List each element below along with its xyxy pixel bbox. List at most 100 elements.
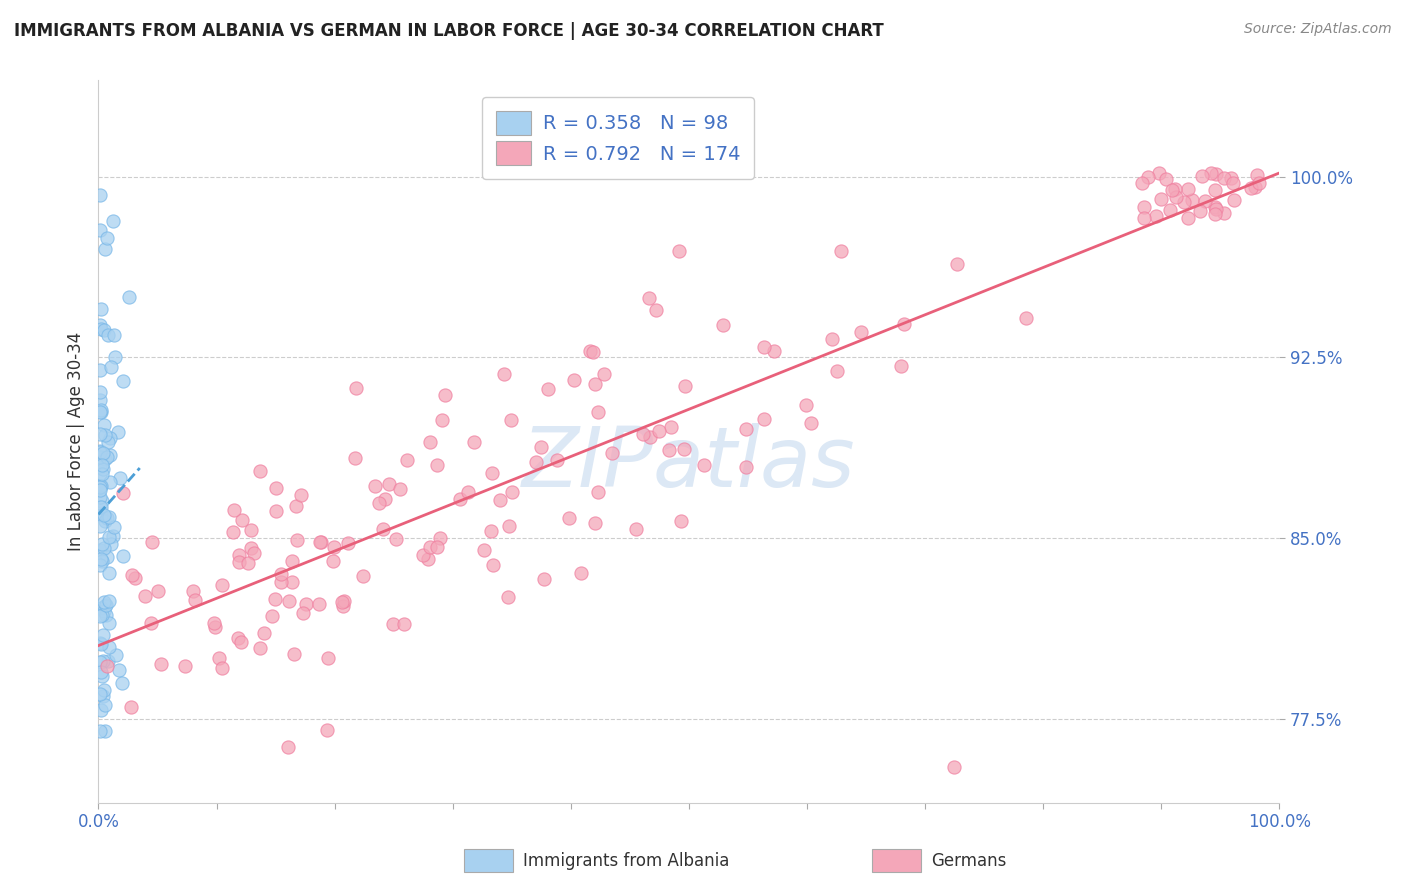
Legend: R = 0.358   N = 98, R = 0.792   N = 174: R = 0.358 N = 98, R = 0.792 N = 174 <box>482 97 754 178</box>
Point <box>1243 180 1265 194</box>
Point <box>96 659 118 673</box>
Point <box>264 591 287 606</box>
Point <box>482 558 505 572</box>
Point <box>322 554 344 568</box>
Point <box>558 511 581 525</box>
Point <box>91 445 114 459</box>
Point <box>184 592 207 607</box>
Point <box>284 499 307 513</box>
Point <box>524 455 547 469</box>
Point <box>112 549 135 563</box>
Point <box>97 566 120 581</box>
Point <box>146 584 169 599</box>
Point <box>94 723 117 738</box>
Point <box>94 242 117 256</box>
Point <box>93 595 115 609</box>
Point <box>90 405 112 419</box>
Point <box>1149 165 1171 179</box>
Point <box>1188 204 1211 219</box>
Point <box>94 452 117 467</box>
Point <box>91 462 114 476</box>
Point <box>89 187 111 202</box>
Point <box>1204 207 1226 221</box>
Point <box>800 416 823 430</box>
Point <box>1201 166 1223 180</box>
Point <box>91 554 114 568</box>
Point <box>501 485 523 500</box>
Point <box>457 484 479 499</box>
Point <box>211 578 233 592</box>
Point <box>104 350 127 364</box>
Point <box>94 514 117 528</box>
Point <box>103 328 125 343</box>
Point <box>222 503 245 517</box>
Point <box>426 458 449 472</box>
Point <box>794 398 817 412</box>
Point <box>211 661 233 675</box>
Point <box>498 518 520 533</box>
Point <box>93 508 115 522</box>
Point <box>1137 169 1160 184</box>
Point <box>240 541 263 556</box>
Point <box>91 458 114 472</box>
Point <box>373 522 395 536</box>
Point <box>112 374 135 388</box>
Point <box>121 568 143 582</box>
Point <box>344 380 367 394</box>
Point <box>311 534 333 549</box>
Point <box>1149 192 1171 206</box>
Point <box>90 703 112 717</box>
Point <box>96 511 118 525</box>
Point <box>1166 190 1188 204</box>
Point <box>105 648 128 662</box>
Point <box>281 574 304 589</box>
Point <box>581 345 603 359</box>
Point <box>499 413 522 427</box>
Point <box>97 435 120 450</box>
Point <box>463 434 485 449</box>
Point <box>98 616 121 631</box>
Y-axis label: In Labor Force | Age 30-34: In Labor Force | Age 30-34 <box>66 332 84 551</box>
Point <box>228 548 250 562</box>
Point <box>91 689 114 703</box>
Point <box>97 654 120 668</box>
Point <box>89 318 111 333</box>
Point <box>754 340 776 354</box>
Point <box>1130 177 1153 191</box>
Point <box>492 367 515 381</box>
Point <box>101 529 124 543</box>
Point <box>316 650 339 665</box>
Point <box>763 343 786 358</box>
Point <box>173 659 195 673</box>
Point <box>89 479 111 493</box>
Point <box>262 608 284 623</box>
Point <box>107 425 129 439</box>
Point <box>830 244 852 258</box>
Point <box>1213 171 1236 186</box>
Point <box>229 634 252 648</box>
Point <box>228 632 250 646</box>
Point <box>394 617 416 632</box>
Point <box>332 593 354 607</box>
Point <box>644 303 666 318</box>
Point <box>292 606 315 620</box>
Point <box>90 500 112 515</box>
Text: Source: ZipAtlas.com: Source: ZipAtlas.com <box>1244 22 1392 37</box>
Point <box>673 378 696 392</box>
Point <box>378 476 401 491</box>
Point <box>316 723 339 737</box>
Point <box>332 595 354 609</box>
Point <box>323 540 346 554</box>
Point <box>893 318 915 332</box>
Point <box>385 532 408 546</box>
Point <box>90 608 112 623</box>
Text: IMMIGRANTS FROM ALBANIA VS GERMAN IN LABOR FORCE | AGE 30-34 CORRELATION CHART: IMMIGRANTS FROM ALBANIA VS GERMAN IN LAB… <box>14 22 884 40</box>
Point <box>1205 202 1227 216</box>
Point <box>382 617 405 632</box>
Point <box>1205 167 1227 181</box>
Point <box>94 598 117 612</box>
Point <box>93 541 115 555</box>
Point <box>671 514 693 528</box>
Point <box>108 663 131 677</box>
Point <box>90 302 112 317</box>
